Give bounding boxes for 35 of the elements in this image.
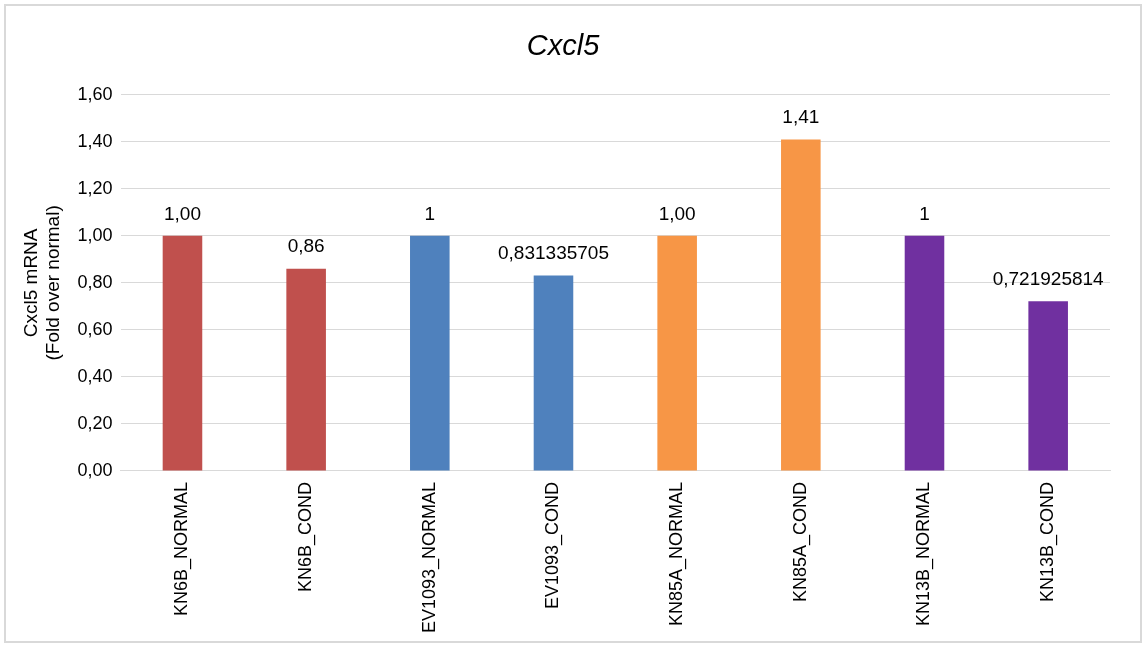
bar [781,139,821,471]
data-label: 1 [919,202,930,224]
bar [410,235,450,471]
y-tick-label: 1,60 [77,83,113,104]
bar [904,235,945,471]
y-tick-label: 1,00 [77,224,113,245]
x-tick-label: KN13B_COND [1037,481,1059,602]
x-tick-label: KN85A_NORMAL [666,481,688,626]
x-tick-label: EV1093_COND [542,481,564,609]
data-label: 1,41 [782,106,820,128]
bar [533,275,574,471]
data-label: 1,00 [163,202,201,224]
y-tick-label: 0,40 [77,365,113,386]
y-tick-label: 0,80 [77,271,113,292]
data-label: 1,00 [658,202,696,224]
x-tick-label: EV1093_NORMAL [418,481,440,633]
y-tick-label: 0,00 [77,459,113,480]
bar [286,268,326,471]
data-label: 0,831335705 [498,242,609,264]
data-label: 0,86 [287,235,325,257]
x-tick-label: KN6B_NORMAL [171,481,193,616]
bar [1028,301,1068,471]
x-tick-label: KN6B_COND [295,481,317,592]
x-tick-label: KN85A_COND [789,481,811,602]
y-tick-label: 1,40 [77,130,113,151]
y-tick-label: 0,20 [77,412,113,433]
bar [162,235,203,471]
x-tick-label: KN13B_NORMAL [913,481,935,626]
y-axis-title: Cxcl5 mRNA (Fold over normal) [19,205,64,361]
y-tick-label: 1,20 [77,177,113,198]
y-tick-label: 0,60 [77,318,113,339]
data-label: 0,721925814 [992,267,1105,289]
data-label: 1 [424,202,436,224]
chart-title: Cxcl5 [526,29,601,62]
bar [657,235,697,471]
